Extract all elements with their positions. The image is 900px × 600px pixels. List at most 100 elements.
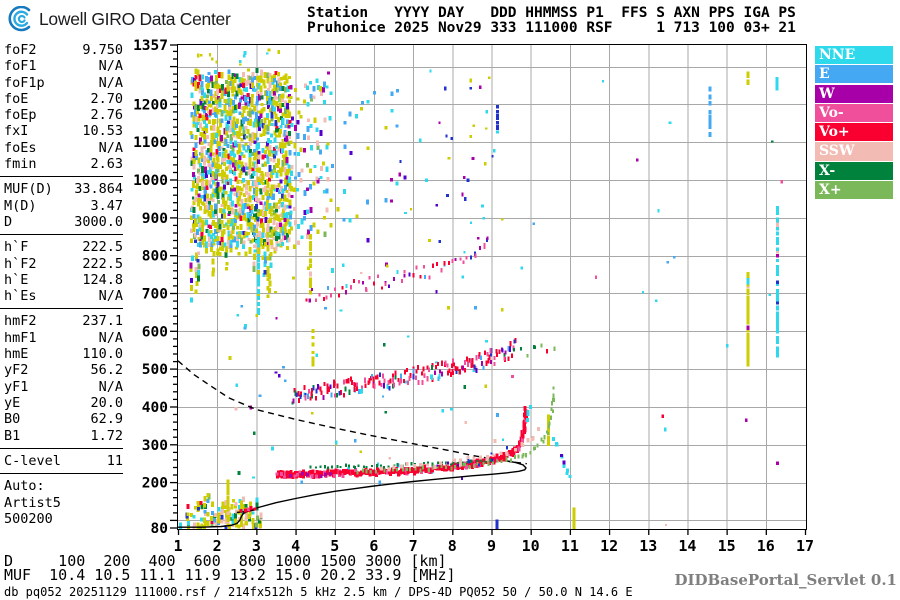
x-axis-tick-label: 4	[291, 537, 300, 555]
logo-text: Lowell GIRO Data Center	[39, 8, 231, 29]
param-value: 222.5	[82, 239, 123, 256]
param-value: 3.47	[90, 197, 123, 214]
param-row: hmF1 N/A	[4, 330, 123, 346]
panel-separator	[0, 176, 123, 178]
true-height-profile	[177, 460, 527, 528]
legend-item-e: E	[815, 65, 893, 84]
param-label: h`Es	[4, 288, 37, 305]
x-axis-tick-label: 1	[173, 537, 182, 555]
param-row: M(D) 3.47	[4, 198, 123, 214]
param-row: hmF2 237.1	[4, 313, 123, 329]
giro-logo: Lowell GIRO Data Center	[8, 6, 231, 32]
param-label: foEs	[4, 139, 37, 156]
param-value: N/A	[98, 74, 123, 91]
param-value: 9.750	[82, 42, 123, 58]
y-axis-tick-label: 1200	[133, 97, 168, 113]
param-value: 222.5	[82, 255, 123, 272]
param-row: yF2 56.2	[4, 362, 123, 378]
legend-item-ssw: SSW	[815, 142, 893, 161]
param-label: M(D)	[4, 197, 37, 214]
giro-wave-icon	[8, 6, 31, 32]
param-label: yE	[4, 394, 21, 411]
station-header: Station YYYY DAY DDD HHMMSS P1 FFS S AXN…	[307, 6, 796, 35]
param-value: 2.76	[90, 107, 123, 124]
x-axis-tick-label: 3	[252, 537, 261, 555]
x-axis-tick-label: 9	[487, 537, 496, 555]
param-value: N/A	[98, 58, 123, 75]
param-label: yF1	[4, 378, 29, 395]
x-axis-tick-label: 12	[600, 537, 618, 555]
legend-item-vo: Vo-	[815, 103, 893, 122]
param-row: foF2 9.750	[4, 42, 123, 58]
param-row: yF1 N/A	[4, 379, 123, 395]
y-axis-tick-label: 600	[142, 324, 168, 340]
param-label: yF2	[4, 362, 29, 379]
param-label: foEp	[4, 107, 37, 124]
panel-separator	[0, 308, 123, 310]
param-row: foF1 N/A	[4, 58, 123, 74]
param-value: 110.0	[82, 346, 123, 363]
param-value: N/A	[98, 329, 123, 346]
x-axis-tick-label: 14	[678, 537, 696, 555]
x-axis-tick-label: 15	[718, 537, 736, 555]
legend-item-x: X-	[815, 161, 893, 180]
param-value: 62.9	[90, 411, 123, 428]
grid-layer	[178, 45, 806, 529]
servlet-version-label: DIDBasePortal_Servlet 0.1	[674, 571, 897, 589]
param-label: B0	[4, 411, 21, 428]
y-axis-tick-label: 900	[142, 211, 168, 227]
parameter-panel: foF2 9.750 foF1 N/A foF1p N/A foE 2.70 foEp 2.76 f…	[0, 42, 123, 528]
y-axis-tick-label: 200	[142, 476, 168, 492]
param-label: MUF(D)	[4, 181, 53, 198]
legend-item-x: X+	[815, 180, 893, 200]
measurement-status-line: db pq052 20251129 111000.rsf / 214fx512h…	[4, 585, 633, 599]
param-row: B1 1.72	[4, 428, 123, 444]
param-row: foF1p N/A	[4, 75, 123, 91]
param-value: 124.8	[82, 271, 123, 288]
autoscaling-info: Auto: Artist5 500200	[4, 478, 123, 528]
param-row: yE 20.0	[4, 395, 123, 411]
autoscaling-line: Artist5	[4, 494, 61, 511]
echo-traces-layer	[239, 236, 572, 513]
y-axis-tick-label: 1100	[133, 135, 168, 151]
param-label: B1	[4, 427, 21, 444]
x-axis-tick-label: 10	[522, 537, 540, 555]
y-axis-tick-label: 1000	[133, 173, 168, 189]
panel-separator	[0, 447, 123, 449]
param-row: h`F 222.5	[4, 239, 123, 255]
param-row: foEp 2.76	[4, 107, 123, 123]
x-axis-tick-label: 17	[796, 537, 814, 555]
panel-separator	[0, 473, 123, 475]
param-row: MUF(D) 33.864	[4, 181, 123, 197]
x-axis-tick-label: 5	[330, 537, 339, 555]
x-axis-tick-label: 2	[213, 537, 222, 555]
x-axis-tick-label: 6	[369, 537, 378, 555]
param-row: h`F2 222.5	[4, 256, 123, 272]
param-value: 33.864	[74, 181, 123, 198]
param-label: fmin	[4, 156, 37, 173]
autoscaling-line: Auto:	[4, 478, 45, 495]
param-value: N/A	[98, 139, 123, 156]
x-axis-tick-label: 16	[757, 537, 775, 555]
param-value: 11	[106, 452, 123, 469]
param-label: hmF2	[4, 313, 37, 330]
param-label: h`F2	[4, 255, 37, 272]
param-label: foE	[4, 90, 29, 107]
param-value: N/A	[98, 288, 123, 305]
x-axis-tick-label: 8	[448, 537, 457, 555]
param-value: 10.53	[82, 123, 123, 140]
x-axis-tick-label: 13	[639, 537, 657, 555]
legend-item-vo: Vo+	[815, 123, 893, 142]
legend-item-w: W	[815, 84, 893, 103]
param-label: D	[4, 213, 13, 230]
param-label: fxI	[4, 123, 29, 140]
param-value: N/A	[98, 378, 123, 395]
param-label: h`F	[4, 239, 29, 256]
param-label: hmE	[4, 346, 29, 363]
d-muf-table: D 100 200 400 600 800 1000 1500 3000 [km…	[4, 552, 456, 584]
param-row: h`Es N/A	[4, 288, 123, 304]
param-value: 56.2	[90, 362, 123, 379]
param-value: 20.0	[90, 394, 123, 411]
